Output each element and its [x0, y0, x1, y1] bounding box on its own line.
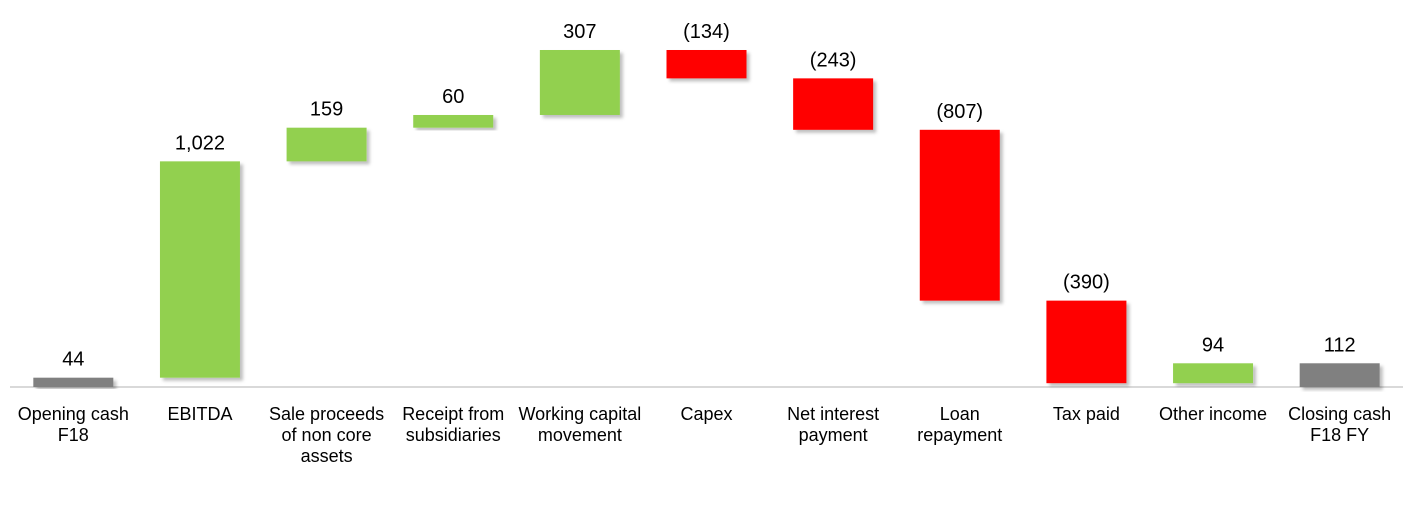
value-label: 60	[442, 86, 464, 108]
bar	[919, 129, 1000, 301]
value-label: 159	[310, 99, 343, 121]
bar	[1299, 363, 1380, 387]
bar	[1173, 363, 1254, 384]
category-label: Net interest payment	[787, 404, 880, 445]
bar	[1046, 300, 1127, 384]
value-label: 1,022	[175, 132, 225, 154]
category-label: Opening cash F18	[17, 404, 129, 445]
category-label: EBITDA	[167, 404, 233, 424]
bar	[413, 114, 494, 128]
category-label: Closing cash F18 FY	[1288, 404, 1392, 445]
bar	[159, 161, 240, 378]
bar	[793, 78, 874, 130]
value-label: 94	[1202, 334, 1224, 356]
value-label: (390)	[1063, 272, 1110, 294]
bar	[33, 377, 114, 387]
bar	[286, 127, 367, 162]
value-label: 112	[1324, 334, 1356, 356]
value-label: (807)	[936, 101, 983, 123]
category-label: Capex	[680, 404, 733, 424]
chart: 44 1,022 159 60 307 (134) (243) (807) (390) 94 112	[10, 21, 1403, 388]
category-label: Working capital movement	[518, 404, 642, 445]
category-label: Other income	[1159, 404, 1268, 424]
value-label: (134)	[683, 21, 730, 43]
value-label: 44	[62, 349, 84, 371]
bar	[666, 50, 747, 79]
category-label: Tax paid	[1052, 404, 1120, 424]
value-label: (243)	[810, 49, 857, 71]
value-label: 307	[563, 21, 596, 43]
bar	[539, 50, 620, 115]
category-label: Sale proceeds of non core assets	[269, 404, 385, 466]
category-label: Loan repayment	[917, 404, 1003, 445]
category-label: Receipt from subsidiaries	[402, 404, 505, 445]
